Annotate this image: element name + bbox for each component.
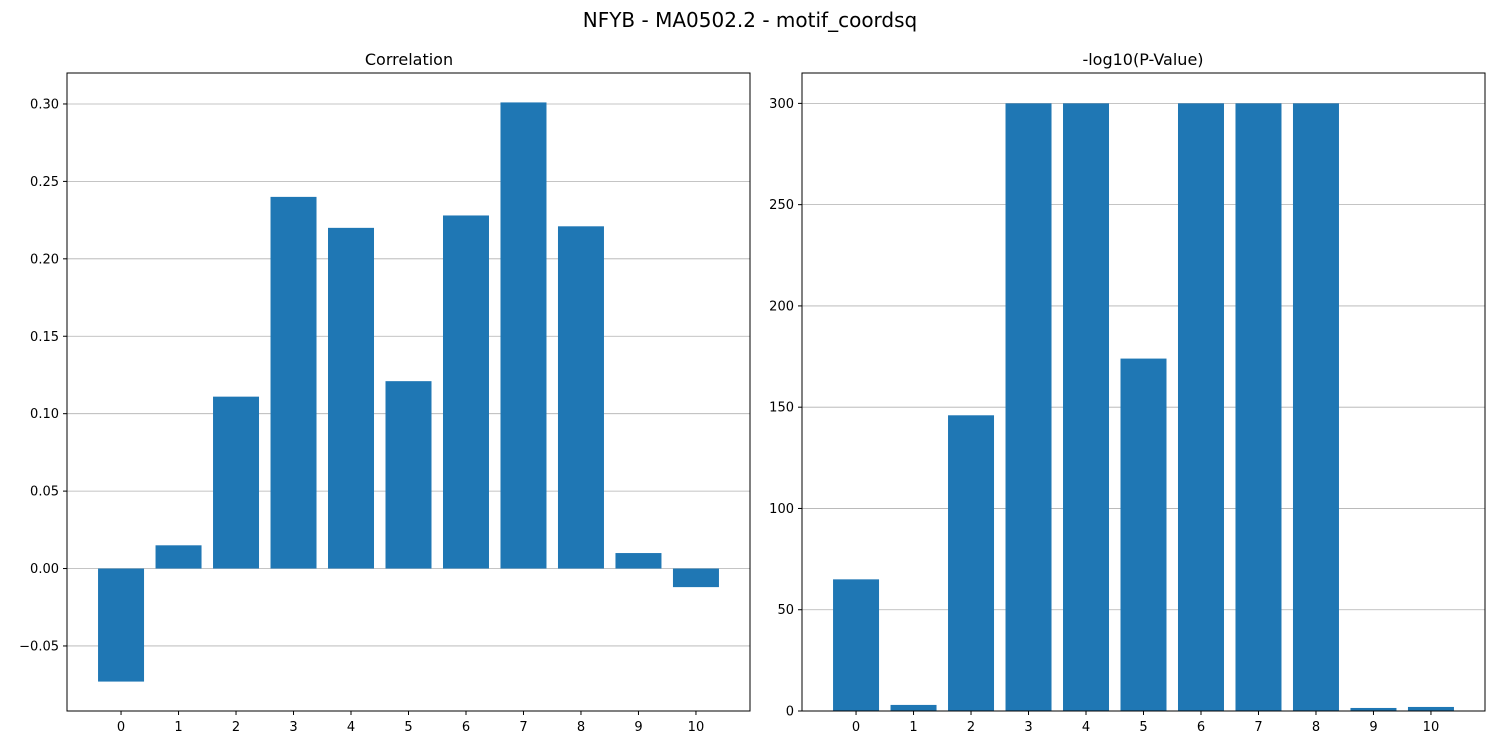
correlation-ytick-label: 0.00: [30, 562, 59, 577]
pvalue-ytick-label: 100: [769, 502, 794, 517]
correlation-xtick-label: 6: [462, 720, 470, 735]
figure-title: NFYB - MA0502.2 - motif_coordsq: [582, 8, 918, 32]
correlation-bar: [328, 227, 375, 569]
correlation-bar: [270, 196, 317, 569]
pvalue-bar: [1063, 103, 1110, 711]
correlation-xtick-label: 1: [174, 720, 182, 735]
pvalue-ytick-label: 250: [769, 198, 794, 213]
correlation-title: Correlation: [365, 50, 453, 69]
correlation-xtick-label: 2: [232, 720, 240, 735]
correlation-bar: [155, 545, 202, 569]
pvalue-panel: -log10(P-Value) 0 50 100 150 200 250 300 0 1 2 3 4 5…: [769, 50, 1486, 735]
correlation-ytick-label: 0.10: [30, 407, 59, 422]
pvalue-bar: [890, 704, 937, 711]
correlation-bar: [615, 553, 662, 569]
pvalue-xtick-label: 7: [1254, 720, 1262, 735]
pvalue-ytick-label: 300: [769, 97, 794, 112]
correlation-bar: [557, 226, 604, 569]
pvalue-xtick-label: 3: [1024, 720, 1032, 735]
correlation-xtick-label: 3: [289, 720, 297, 735]
pvalue-bar: [833, 579, 880, 711]
correlation-bar: [385, 381, 432, 569]
pvalue-xtick-label: 6: [1197, 720, 1205, 735]
pvalue-xtick-label: 9: [1369, 720, 1377, 735]
pvalue-ytick-label: 0: [786, 705, 794, 720]
pvalue-xtick-label: 10: [1423, 720, 1440, 735]
pvalue-bar: [1350, 707, 1397, 711]
correlation-bar: [442, 215, 489, 569]
pvalue-xtick-label: 8: [1312, 720, 1320, 735]
correlation-ytick-label: 0.15: [30, 330, 59, 345]
pvalue-bar: [948, 415, 995, 711]
pvalue-ytick-label: 50: [777, 603, 794, 618]
correlation-bars: [98, 102, 719, 682]
correlation-bar: [500, 102, 547, 569]
pvalue-ytick-label: 150: [769, 401, 794, 416]
correlation-xtick-label: 7: [519, 720, 527, 735]
pvalue-bar: [1120, 358, 1167, 711]
pvalue-xtick-label: 0: [852, 720, 860, 735]
pvalue-bar: [1177, 103, 1224, 711]
correlation-axes: −0.05 0.00 0.05 0.10 0.15 0.20 0.25 0.30 0 1 2 3 4 5 6…: [19, 72, 751, 735]
pvalue-bars: [833, 103, 1454, 711]
correlation-ytick-label: 0.05: [30, 485, 59, 500]
pvalue-bar: [1005, 103, 1052, 711]
pvalue-bar: [1407, 706, 1454, 711]
pvalue-axes: 0 50 100 150 200 250 300 0 1 2 3 4 5 6 7 8 9 10: [769, 72, 1486, 735]
pvalue-title: -log10(P-Value): [1082, 50, 1203, 69]
correlation-xtick-label: 0: [117, 720, 125, 735]
correlation-ytick-label: 0.20: [30, 252, 59, 267]
correlation-panel: Correlation −0.05 0.00 0.05 0.10 0.15 0.20 0.2…: [19, 50, 751, 735]
correlation-xtick-label: 4: [347, 720, 355, 735]
correlation-xtick-label: 5: [404, 720, 412, 735]
correlation-bar: [672, 568, 719, 588]
pvalue-ytick-label: 200: [769, 299, 794, 314]
pvalue-bar: [1235, 103, 1282, 711]
pvalue-xtick-label: 2: [967, 720, 975, 735]
pvalue-bar: [1292, 103, 1339, 711]
pvalue-xtick-label: 4: [1082, 720, 1090, 735]
correlation-bar: [98, 568, 145, 682]
pvalue-xtick-label: 1: [909, 720, 917, 735]
correlation-xtick-label: 9: [634, 720, 642, 735]
correlation-xtick-label: 8: [577, 720, 585, 735]
correlation-ytick-label: −0.05: [19, 639, 59, 654]
correlation-ytick-label: 0.30: [30, 97, 59, 112]
correlation-bar: [213, 396, 260, 569]
pvalue-xtick-label: 5: [1139, 720, 1147, 735]
correlation-xtick-label: 10: [688, 720, 705, 735]
correlation-ytick-label: 0.25: [30, 175, 59, 190]
